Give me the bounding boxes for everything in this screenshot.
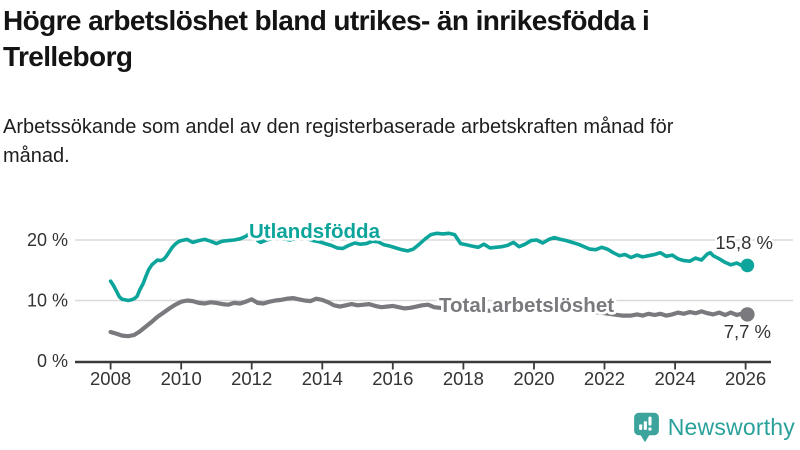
logo-bar-medium xyxy=(643,421,647,430)
logo-bar-small xyxy=(638,424,642,430)
series-end-value-label: 7,7 % xyxy=(724,321,771,342)
chart-subtitle: Arbetssökande som andel av den registerb… xyxy=(3,116,674,167)
series-end-dot xyxy=(740,258,755,273)
newsworthy-logo: Newsworthy xyxy=(633,412,795,443)
chart-title: Högre arbetslöshet bland utrikes- än inr… xyxy=(3,5,650,73)
series-label-utlandsfodda: Utlandsfödda xyxy=(249,220,381,243)
x-axis-tick-label: 2020 xyxy=(513,368,554,389)
y-axis-tick-label: 0 % xyxy=(37,351,68,371)
series-end-value-label: 15,8 % xyxy=(715,232,773,253)
x-axis-tick-label: 2026 xyxy=(725,368,766,389)
y-axis-tick-label: 20 % xyxy=(27,230,68,250)
series-line-utlandsfodda xyxy=(108,229,750,303)
x-axis-tick-label: 2008 xyxy=(90,368,131,389)
x-axis-tick-label: 2010 xyxy=(161,368,202,389)
series-label-total: Total arbetslöshet xyxy=(439,294,614,317)
newsworthy-brand-text: Newsworthy xyxy=(667,414,795,440)
logo-exclamation-dot xyxy=(648,427,652,431)
series-line-total xyxy=(108,296,750,339)
x-axis-tick-label: 2012 xyxy=(231,368,272,389)
logo-exclamation-bar xyxy=(648,416,652,426)
newsworthy-logo-icon xyxy=(633,412,659,443)
x-axis-tick-label: 2014 xyxy=(302,368,343,389)
x-axis-tick-label: 2016 xyxy=(372,368,413,389)
series-end-dot xyxy=(740,307,755,322)
x-axis-tick-label: 2022 xyxy=(584,368,625,389)
y-axis-tick-label: 10 % xyxy=(27,291,68,311)
x-axis-tick-label: 2018 xyxy=(443,368,484,389)
x-axis-tick-label: 2024 xyxy=(655,368,696,389)
